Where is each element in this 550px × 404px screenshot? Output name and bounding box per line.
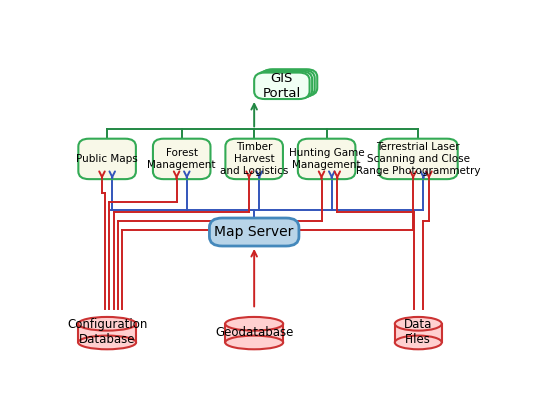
Bar: [225, 324, 283, 343]
Text: Forest
Management: Forest Management: [147, 148, 216, 170]
FancyBboxPatch shape: [262, 69, 317, 96]
Text: Geodatabase: Geodatabase: [215, 326, 293, 339]
Ellipse shape: [225, 317, 283, 330]
FancyBboxPatch shape: [153, 139, 211, 179]
Ellipse shape: [78, 317, 136, 330]
Text: Public Maps: Public Maps: [76, 154, 138, 164]
Text: Hunting Game
Management: Hunting Game Management: [289, 148, 365, 170]
FancyBboxPatch shape: [78, 139, 136, 179]
FancyBboxPatch shape: [259, 70, 315, 97]
Text: Terrestrial Laser
Scanning and Close
Range Photogrammetry: Terrestrial Laser Scanning and Close Ran…: [356, 142, 481, 175]
Ellipse shape: [78, 336, 136, 349]
Bar: [395, 324, 442, 343]
Text: Timber
Harvest
and Logistics: Timber Harvest and Logistics: [220, 142, 288, 175]
FancyBboxPatch shape: [298, 139, 355, 179]
Ellipse shape: [225, 336, 283, 349]
Bar: [78, 324, 136, 343]
Ellipse shape: [395, 317, 442, 330]
Ellipse shape: [395, 336, 442, 349]
Text: GIS
Portal: GIS Portal: [263, 72, 301, 100]
FancyBboxPatch shape: [257, 72, 312, 98]
FancyBboxPatch shape: [254, 73, 310, 99]
FancyBboxPatch shape: [210, 218, 299, 246]
Text: Map Server: Map Server: [214, 225, 294, 239]
FancyBboxPatch shape: [226, 139, 283, 179]
FancyBboxPatch shape: [379, 139, 458, 179]
Text: Configuration
Database: Configuration Database: [67, 318, 147, 346]
Text: Data
Files: Data Files: [404, 318, 432, 346]
